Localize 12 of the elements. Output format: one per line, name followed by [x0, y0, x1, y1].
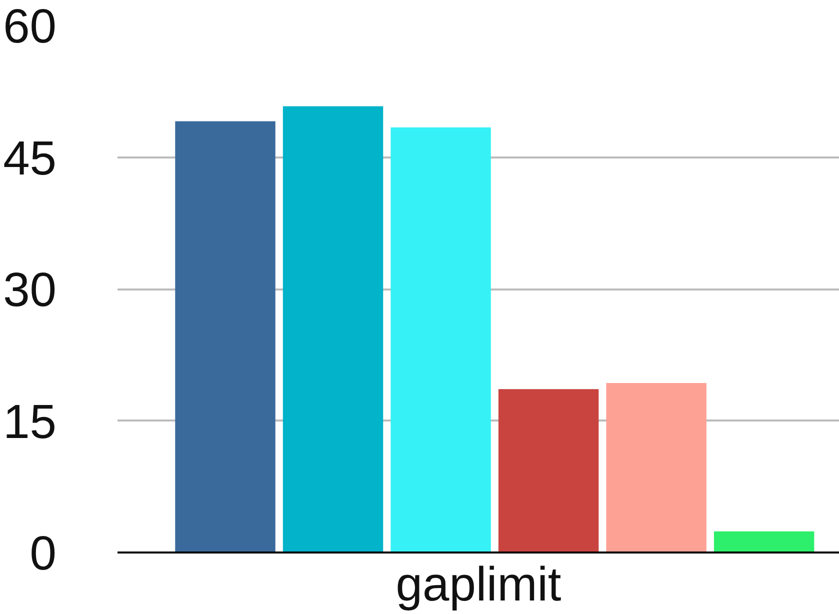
- y-tick-label: 60: [3, 0, 56, 54]
- y-tick-label: 0: [30, 528, 57, 580]
- x-axis-title: gaplimit: [396, 558, 562, 612]
- y-tick-label: 30: [3, 264, 56, 317]
- bar: [498, 389, 599, 552]
- bar: [714, 531, 814, 552]
- y-tick-label: 45: [3, 132, 56, 186]
- bar: [175, 121, 276, 552]
- bar: [390, 127, 491, 552]
- bar: [282, 106, 384, 552]
- bar: [606, 382, 706, 552]
- y-tick-label: 15: [3, 396, 56, 449]
